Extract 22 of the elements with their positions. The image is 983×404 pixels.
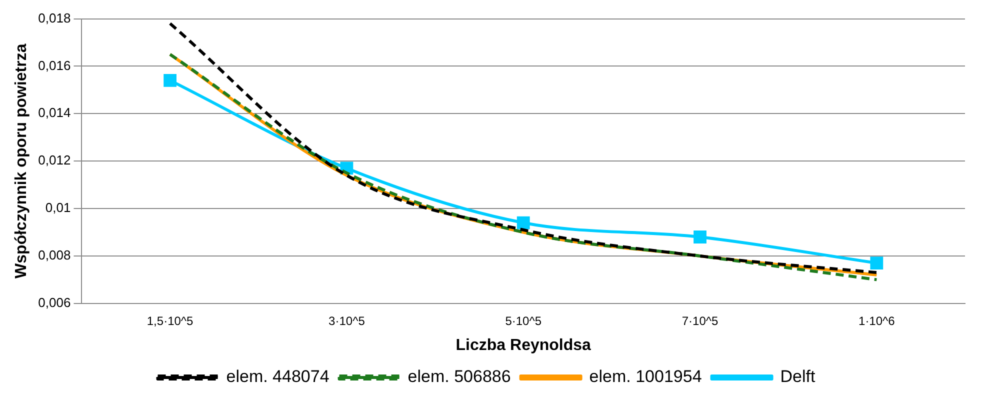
y-tick-label: 0,008 bbox=[38, 248, 71, 263]
y-tick-label: 0,012 bbox=[38, 152, 71, 168]
y-tick-label: 0,016 bbox=[38, 58, 71, 73]
y-tick-label: 0,01 bbox=[45, 200, 71, 216]
legend-label: Delft bbox=[780, 367, 816, 386]
legend-label: elem. 506886 bbox=[408, 367, 511, 386]
y-tick-label: 0,014 bbox=[38, 105, 71, 120]
point bbox=[164, 74, 177, 87]
x-tick-label: 7·10^5 bbox=[682, 314, 719, 328]
x-tick-label: 3·10^5 bbox=[328, 314, 366, 328]
point bbox=[694, 230, 706, 244]
x-tick-label: 5·10^5 bbox=[505, 314, 542, 328]
x-tick-label: 1·10^6 bbox=[858, 314, 896, 328]
point bbox=[870, 256, 884, 270]
x-tick-label: 1,5·10^5 bbox=[146, 314, 194, 328]
legend-label: elem. 448074 bbox=[226, 367, 330, 386]
point bbox=[516, 216, 530, 230]
y-axis-title: Współczynnik oporu powietrza bbox=[13, 44, 30, 278]
y-tick-label: 0,006 bbox=[38, 294, 71, 310]
x-axis-title: Liczba Reynoldsa bbox=[456, 336, 592, 354]
legend-label: elem. 1001954 bbox=[589, 367, 702, 386]
y-tick-label: 0,018 bbox=[38, 10, 71, 26]
